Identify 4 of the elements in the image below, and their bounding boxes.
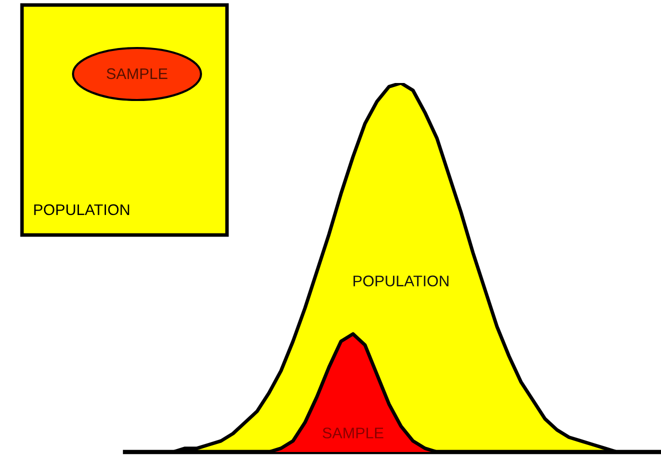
annotation: POPULATION [34,204,130,216]
text: SAMPLE [106,68,168,80]
series-label: POPULATION [354,276,448,286]
series-label: SAMPLE [322,428,384,438]
